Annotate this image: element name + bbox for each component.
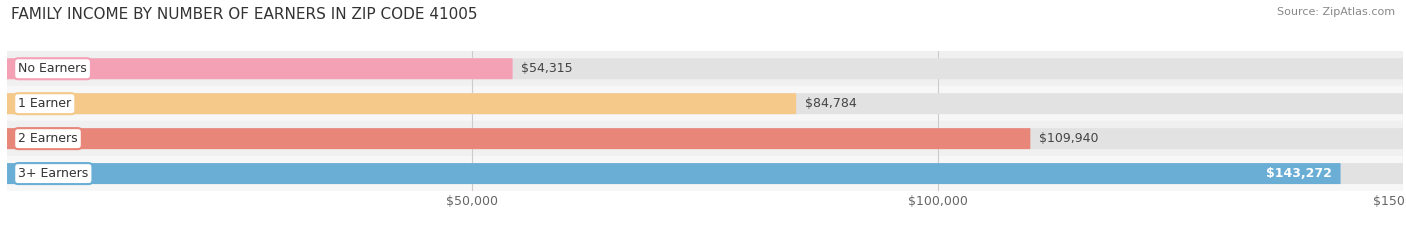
Text: FAMILY INCOME BY NUMBER OF EARNERS IN ZIP CODE 41005: FAMILY INCOME BY NUMBER OF EARNERS IN ZI… [11,7,478,22]
Text: $54,315: $54,315 [522,62,572,75]
Bar [7,86,1403,121]
Text: Source: ZipAtlas.com: Source: ZipAtlas.com [1277,7,1395,17]
FancyBboxPatch shape [7,58,1403,79]
Bar [7,51,1403,86]
FancyBboxPatch shape [7,163,1340,184]
Text: No Earners: No Earners [18,62,87,75]
FancyBboxPatch shape [7,128,1031,149]
Text: $84,784: $84,784 [804,97,856,110]
FancyBboxPatch shape [7,93,1403,114]
Bar [7,121,1403,156]
FancyBboxPatch shape [7,128,1403,149]
FancyBboxPatch shape [7,93,796,114]
FancyBboxPatch shape [7,58,513,79]
Text: 1 Earner: 1 Earner [18,97,72,110]
Text: $109,940: $109,940 [1039,132,1098,145]
Text: 3+ Earners: 3+ Earners [18,167,89,180]
Text: 2 Earners: 2 Earners [18,132,77,145]
FancyBboxPatch shape [7,163,1403,184]
Text: $143,272: $143,272 [1267,167,1333,180]
Bar [7,156,1403,191]
